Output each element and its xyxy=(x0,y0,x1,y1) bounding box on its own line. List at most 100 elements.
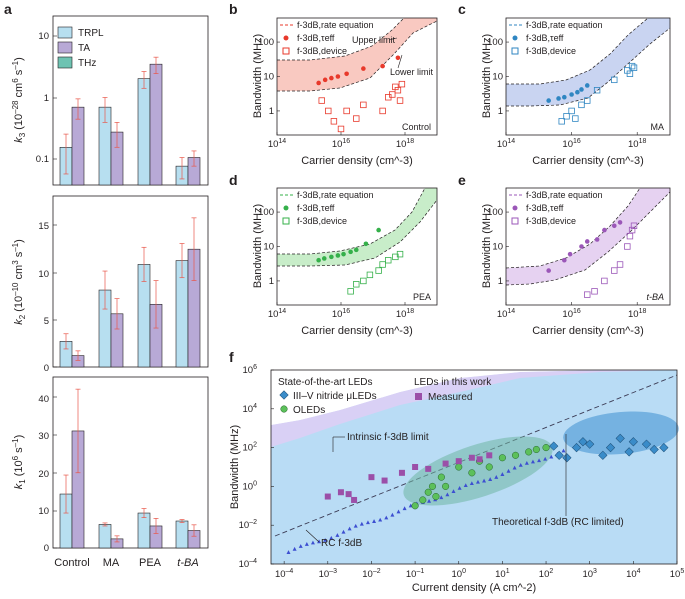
rc-point xyxy=(439,495,444,500)
k3-tick: 1 xyxy=(44,93,49,104)
nitride-point xyxy=(659,443,669,453)
device-point xyxy=(591,288,598,295)
category-ma: MA xyxy=(103,557,120,569)
teff-point xyxy=(611,223,617,229)
k2-frame xyxy=(52,195,209,368)
x-tick-exp: 0 xyxy=(462,568,466,575)
rc-point xyxy=(396,509,401,514)
d-ylabel: Bandwidth (MHz) xyxy=(252,204,264,288)
teff-point xyxy=(562,257,567,263)
control-label: Control xyxy=(402,122,431,132)
k1-tick: 40 xyxy=(38,394,49,405)
device-point xyxy=(396,97,404,104)
k2-tick: 10 xyxy=(38,269,49,280)
device-point xyxy=(366,271,374,279)
legend-thz: THz xyxy=(78,58,96,69)
legend-device-marker xyxy=(511,217,519,225)
x-tick-exp: –4 xyxy=(286,568,294,575)
measured-point xyxy=(398,469,405,476)
y-tick-label: 100 xyxy=(487,207,503,218)
ma-upper xyxy=(506,17,649,85)
panel-c: f-3dB,rate equation f-3dB,τeff f-3dB,dev… xyxy=(505,17,671,136)
y-tick-label: 1 xyxy=(269,106,274,117)
oled-point xyxy=(442,482,450,490)
oled-point xyxy=(468,469,476,477)
panel-e: f-3dB,rate equation f-3dB,τeff f-3dB,dev… xyxy=(505,187,671,306)
x-tick-exp: 16 xyxy=(342,138,350,145)
legend-nitride-marker xyxy=(279,390,289,400)
device-point xyxy=(624,243,631,250)
teff-point xyxy=(353,247,359,253)
x-tick-exp: 14 xyxy=(507,138,515,145)
rc-label: RC f-3dB xyxy=(321,538,362,549)
upper-limit-label: Upper limit xyxy=(352,35,396,45)
small-panel-axes: Bandwidth (MHz) Bandwidth (MHz) Bandwidt… xyxy=(252,34,646,337)
y-tick-label: 10 xyxy=(492,242,503,253)
device-point xyxy=(630,64,638,71)
soa-title: State-of-the-art LEDs xyxy=(278,377,372,388)
x-tick-exp: 18 xyxy=(406,308,414,315)
oled-point xyxy=(542,444,550,452)
rc-point xyxy=(286,550,291,554)
teff-point xyxy=(335,253,341,258)
y-tick-label: 104 xyxy=(243,403,258,415)
teff-point xyxy=(546,98,551,103)
e-ylabel: Bandwidth (MHz) xyxy=(481,204,493,288)
rc-point xyxy=(378,517,383,522)
c-ylabel: Bandwidth (MHz) xyxy=(481,34,493,118)
legend-teff-marker xyxy=(283,205,289,211)
rc-point xyxy=(372,519,377,523)
panel-f: State-of-the-art LEDs III–V nitride μLED… xyxy=(229,364,684,594)
x-tick-exp: 18 xyxy=(406,138,414,145)
upper-pointer xyxy=(388,37,398,41)
x-tick-label: 1016 xyxy=(332,308,350,320)
device-point xyxy=(584,291,591,298)
b-ylabel: Bandwidth (MHz) xyxy=(252,34,264,118)
y-tick-label: 1 xyxy=(498,276,503,287)
x-tick-label: 101 xyxy=(495,568,510,580)
oled-point xyxy=(432,492,440,501)
teff-point xyxy=(316,80,321,86)
k1-bar-trpl xyxy=(175,520,189,549)
nitride-point xyxy=(549,441,559,451)
nitride-point xyxy=(585,439,595,449)
k1-bar-trpl xyxy=(137,512,151,549)
rc-point xyxy=(457,485,462,490)
tba-label: t-BA xyxy=(646,292,664,302)
c-xlabel: Carrier density (cm^-3) xyxy=(532,155,644,167)
panel-label-f: f xyxy=(229,349,234,365)
legend-measured: Measured xyxy=(428,392,472,403)
k3-bar-trpl xyxy=(137,78,151,186)
category-control: Control xyxy=(54,557,89,569)
category-tba: t-BA xyxy=(177,557,198,569)
measured-point xyxy=(468,454,475,461)
rc-point xyxy=(482,478,487,483)
rc-point xyxy=(494,475,499,479)
measured-point xyxy=(476,456,483,463)
rc-point xyxy=(298,544,303,548)
teff-point xyxy=(579,87,584,92)
rc-point xyxy=(304,542,309,546)
oled-point xyxy=(455,463,463,471)
rc-point xyxy=(530,459,535,464)
teff-point xyxy=(546,268,551,273)
legend-rate: f-3dB,rate equation xyxy=(297,190,374,200)
legend-ta: TA xyxy=(78,43,90,54)
f-top-clear xyxy=(271,370,677,425)
device-point xyxy=(379,261,386,268)
measured-point xyxy=(337,489,344,496)
rc-point xyxy=(537,458,542,463)
y-tick-exp: 2 xyxy=(253,442,257,449)
teff-point xyxy=(335,74,341,79)
y-tick-label: 100 xyxy=(243,480,258,492)
legend-teff-marker xyxy=(512,205,518,211)
x-tick-exp: 4 xyxy=(637,568,641,575)
x-tick-exp: 14 xyxy=(278,138,286,145)
legend-device-marker xyxy=(511,47,519,55)
x-tick-exp: –3 xyxy=(329,568,337,575)
rc-point xyxy=(488,477,493,481)
device-point xyxy=(630,222,638,229)
device-point xyxy=(398,80,406,88)
oled-point xyxy=(498,454,506,462)
x-tick-label: 1018 xyxy=(628,308,646,320)
